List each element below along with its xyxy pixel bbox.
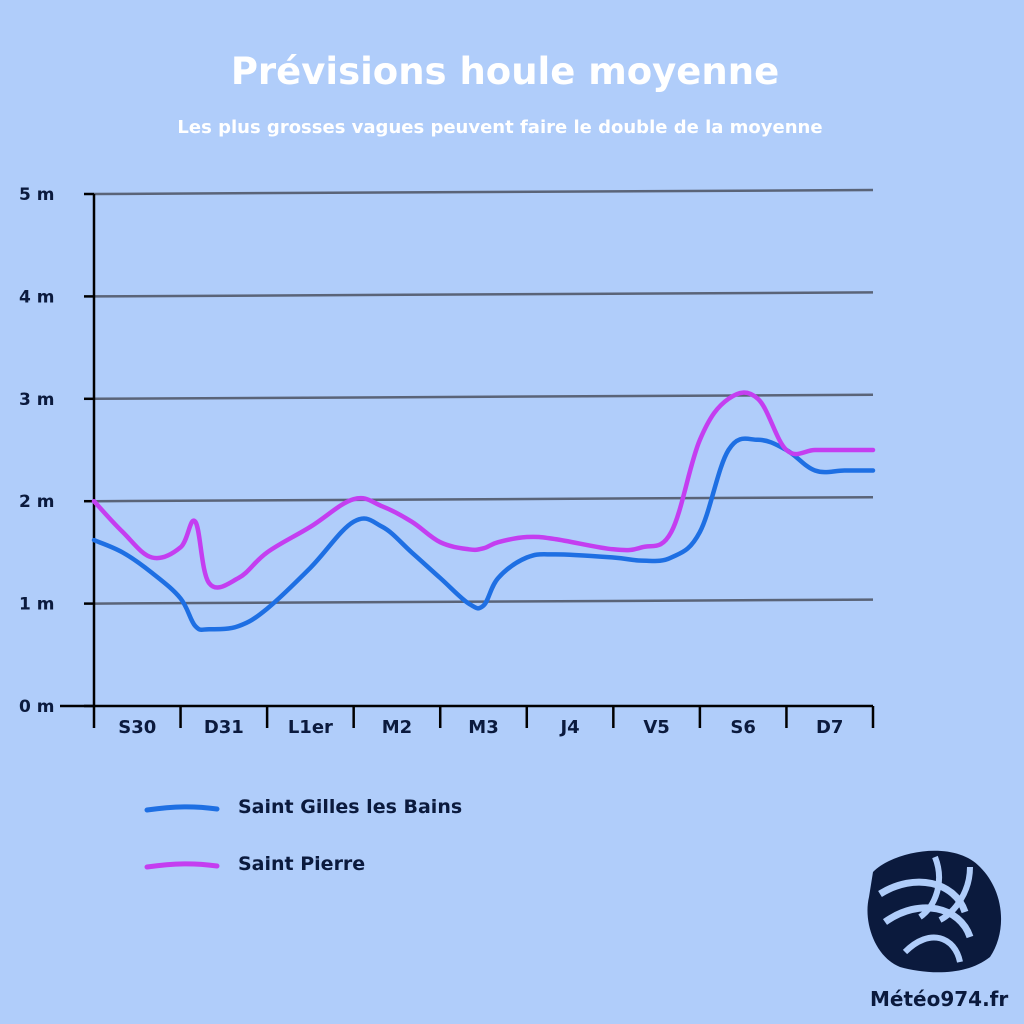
gridline bbox=[93, 598, 874, 605]
y-tick-label: 1 m bbox=[19, 595, 54, 615]
brand-text: Météo974.fr bbox=[870, 987, 1009, 1011]
series-line-saint-gilles bbox=[91, 436, 876, 632]
gridline bbox=[93, 188, 874, 196]
legend-label-saint-gilles: Saint Gilles les Bains bbox=[238, 796, 463, 818]
y-tick-label: 0 m bbox=[19, 697, 54, 717]
x-tick-label: L1er bbox=[288, 717, 333, 738]
x-tick-label: D31 bbox=[204, 717, 244, 738]
x-tick-label: V5 bbox=[643, 717, 669, 738]
x-tick-label: D7 bbox=[816, 717, 843, 738]
x-tick-label: M3 bbox=[468, 717, 498, 738]
y-tick-label: 2 m bbox=[19, 492, 54, 512]
swirl-stripe-5 bbox=[938, 866, 973, 923]
gridline bbox=[93, 291, 874, 298]
gridline bbox=[93, 393, 874, 401]
x-tick-label: J4 bbox=[558, 717, 579, 738]
legend-swatch-saint-pierre bbox=[144, 861, 220, 870]
x-tick-label: S6 bbox=[730, 717, 756, 738]
y-tick-label: 3 m bbox=[19, 390, 54, 410]
swirl-stripe-2 bbox=[882, 904, 974, 939]
chart-subtitle: Les plus grosses vagues peuvent faire le… bbox=[177, 117, 823, 138]
y-tick-label: 4 m bbox=[19, 287, 54, 307]
meteo974-logo bbox=[867, 850, 1002, 973]
x-tick-label: S30 bbox=[118, 717, 156, 738]
swirl-stripe-4 bbox=[918, 855, 942, 920]
chart-title: Prévisions houle moyenne bbox=[230, 50, 780, 93]
gridline bbox=[93, 495, 874, 503]
series-line-saint-pierre bbox=[91, 390, 876, 590]
legend-label-saint-pierre: Saint Pierre bbox=[238, 853, 366, 875]
x-tick-label: M2 bbox=[382, 717, 412, 738]
swirl-stripe-3 bbox=[902, 934, 963, 963]
legend-swatch-saint-gilles bbox=[144, 804, 220, 813]
y-tick-label: 5 m bbox=[19, 185, 54, 205]
